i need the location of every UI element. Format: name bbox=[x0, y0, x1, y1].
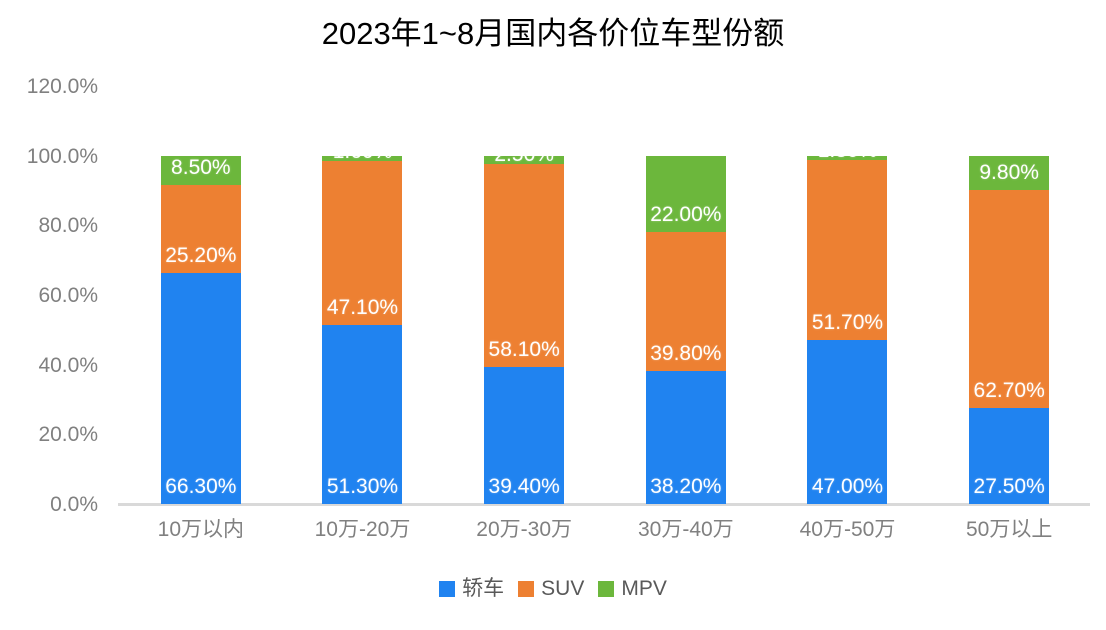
bar-segment-label: 51.70% bbox=[811, 311, 884, 335]
bar-segment-MPV[interactable]: 1.30% bbox=[807, 140, 888, 162]
bar-stack: 2.50% 58.10% 39.40% bbox=[484, 144, 565, 504]
x-axis-line bbox=[118, 503, 1090, 506]
bar-segment-轿车[interactable]: 51.30% bbox=[322, 325, 403, 504]
bar-segment-SUV[interactable]: 25.20% bbox=[160, 185, 241, 274]
legend-swatch-icon bbox=[518, 581, 535, 597]
bar-segment-label: 39.40% bbox=[488, 475, 560, 498]
bar-segment-label: 58.10% bbox=[488, 337, 560, 361]
y-axis-tick-label: 60.0% bbox=[38, 284, 98, 307]
bar-segment-label: 1.30% bbox=[817, 139, 878, 163]
legend-item-轿车[interactable]: 轿车 bbox=[439, 578, 504, 600]
bar-segment-label: 39.80% bbox=[650, 341, 722, 365]
legend-label: SUV bbox=[541, 577, 585, 600]
x-axis-tick-label: 10万以内 bbox=[157, 518, 244, 541]
bar-segment-轿车[interactable]: 38.20% bbox=[645, 370, 726, 504]
bar-stack: 1.30% 51.70% 47.00% bbox=[807, 140, 888, 504]
bar-segment-MPV[interactable]: 2.50% bbox=[484, 144, 565, 166]
bar-segment-label: 66.30% bbox=[165, 475, 237, 498]
legend-label: MPV bbox=[621, 577, 667, 600]
bar-segment-label: 47.00% bbox=[811, 475, 884, 498]
x-axis-tick-label: 20万-30万 bbox=[476, 518, 573, 541]
bar-segment-SUV[interactable]: 39.80% bbox=[645, 232, 726, 371]
bar-stack: 8.50% 25.20% 66.30% bbox=[160, 155, 241, 504]
x-axis: 10万以内 10万-20万 20万-30万 30万-40万 40万-50万 50万以上 bbox=[120, 516, 1090, 550]
chart-legend: 轿车 SUV MPV bbox=[0, 572, 1106, 606]
bar-segment-轿车[interactable]: 47.00% bbox=[807, 340, 888, 504]
x-axis-tick-label: 40万-50万 bbox=[799, 518, 896, 541]
bar-segment-label: 8.50% bbox=[171, 156, 231, 180]
y-axis-tick-label: 40.0% bbox=[38, 353, 98, 377]
bar-segment-label: 47.10% bbox=[326, 296, 399, 320]
legend-swatch-icon bbox=[439, 581, 456, 597]
bar-segment-label: 38.20% bbox=[650, 475, 722, 498]
bar-group[interactable]: 2.50% 58.10% 39.40% bbox=[443, 86, 605, 504]
bar-segment-轿车[interactable]: 39.40% bbox=[484, 366, 565, 504]
bar-segment-MPV[interactable]: 1.60% bbox=[322, 141, 403, 163]
legend-item-SUV[interactable]: SUV bbox=[518, 578, 584, 600]
bar-group[interactable]: 9.80% 62.70% 27.50% bbox=[928, 86, 1090, 504]
bar-group[interactable]: 1.30% 51.70% 47.00% bbox=[767, 86, 929, 504]
bar-group[interactable]: 1.60% 47.10% 51.30% bbox=[282, 86, 444, 504]
bar-stack: 1.60% 47.10% 51.30% bbox=[322, 141, 403, 504]
legend-label: 轿车 bbox=[462, 577, 505, 600]
y-axis-tick-label: 80.0% bbox=[38, 214, 98, 238]
bar-segment-SUV[interactable]: 47.10% bbox=[322, 161, 403, 326]
y-axis-tick-label: 120.0% bbox=[26, 75, 98, 98]
bar-segment-MPV[interactable]: 22.00% bbox=[645, 155, 726, 233]
bar-segment-SUV[interactable]: 51.70% bbox=[807, 160, 888, 341]
bar-group[interactable]: 22.00% 39.80% 38.20% bbox=[605, 86, 767, 504]
y-axis-tick-label: 100.0% bbox=[26, 144, 98, 168]
y-axis-tick-label: 20.0% bbox=[38, 423, 98, 447]
y-axis: 0.0% 20.0% 40.0% 60.0% 80.0% 100.0% 120.0% bbox=[0, 76, 110, 515]
chart-title: 2023年1~8月国内各价位车型份额 bbox=[321, 16, 785, 51]
bar-stack: 9.80% 62.70% 27.50% bbox=[969, 155, 1050, 504]
bar-segment-label: 27.50% bbox=[973, 475, 1045, 498]
x-axis-tick-label: 30万-40万 bbox=[637, 518, 734, 541]
bar-segment-轿车[interactable]: 27.50% bbox=[969, 408, 1050, 504]
bar-segment-MPV[interactable]: 8.50% bbox=[160, 155, 241, 186]
bar-segment-label: 62.70% bbox=[973, 379, 1045, 403]
bar-segment-label: 1.60% bbox=[332, 140, 393, 164]
legend-item-MPV[interactable]: MPV bbox=[598, 578, 667, 600]
bar-segment-label: 22.00% bbox=[650, 203, 722, 227]
x-axis-tick-label: 50万以上 bbox=[965, 518, 1053, 541]
x-axis-tick-label: 10万-20万 bbox=[314, 518, 411, 541]
bar-segment-SUV[interactable]: 62.70% bbox=[969, 189, 1050, 409]
bar-segment-label: 25.20% bbox=[165, 244, 237, 268]
bar-segment-SUV[interactable]: 58.10% bbox=[484, 164, 565, 367]
bar-segment-轿车[interactable]: 66.30% bbox=[160, 273, 241, 504]
bar-segment-label: 2.50% bbox=[494, 143, 554, 167]
bar-group[interactable]: 8.50% 25.20% 66.30% bbox=[120, 86, 282, 504]
bar-segment-MPV[interactable]: 9.80% bbox=[969, 155, 1050, 190]
y-axis-tick-label: 0.0% bbox=[50, 493, 98, 516]
legend-swatch-icon bbox=[598, 581, 615, 597]
bar-segment-label: 9.80% bbox=[979, 160, 1039, 184]
bar-segment-label: 51.30% bbox=[326, 475, 399, 498]
plot-area: 8.50% 25.20% 66.30% 1.60% 47.10% 51.30% 2.50% 5… bbox=[120, 86, 1090, 504]
bar-stack: 22.00% 39.80% 38.20% bbox=[645, 155, 726, 504]
